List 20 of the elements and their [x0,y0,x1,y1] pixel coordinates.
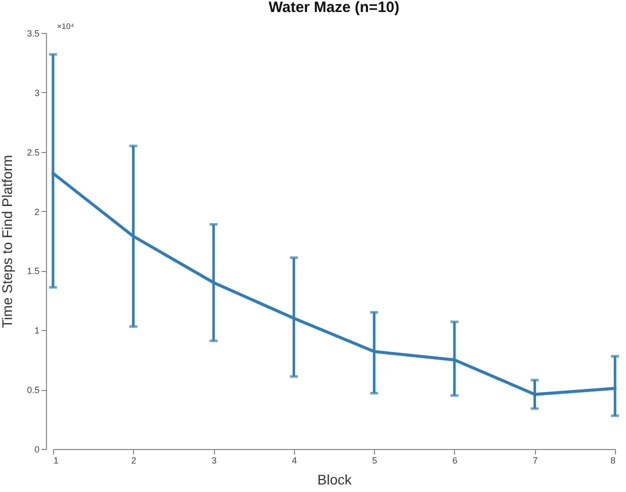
y-tick-label: 0.5 [26,385,40,396]
y-axis-title: Time Steps to Find Platform [0,155,15,328]
x-tick-label: 7 [532,456,538,466]
x-tick-label: 6 [452,456,458,466]
x-tick-label: 5 [372,456,378,466]
y-tick-label: 2.5 [26,147,40,158]
chart-title: Water Maze (n=10) [268,0,400,16]
x-tick-label: 3 [212,456,217,466]
x-tick-label: 8 [610,456,616,466]
y-tick-label: 3.5 [26,28,40,38]
text: ×10⁴ [57,22,75,31]
y-tick-label: 3 [34,88,40,98]
y-tick-label: 0 [34,444,40,454]
x-tick-label: 1 [54,456,59,466]
y-tick-label: 2 [34,206,40,217]
y-tick-label: 1.5 [26,266,40,276]
y-tick-label: 1 [34,326,40,336]
x-tick-label: 4 [292,456,297,466]
x-axis-title: Block [317,472,353,488]
x-tick-label: 2 [131,456,136,466]
